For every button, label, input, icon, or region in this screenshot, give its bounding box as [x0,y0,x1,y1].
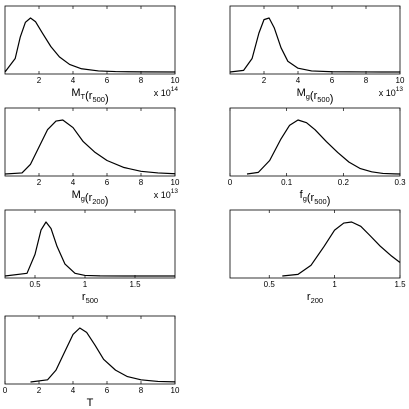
x-tick-label-MT-1: 4 [71,76,76,85]
x-tick-label-MT-2: 6 [105,76,110,85]
x-tick-label-Mg200-1: 4 [71,178,76,187]
x-tick-label-fg500-0: 0 [228,178,233,187]
x-tick-label-Mg500-4: 10 [396,76,405,85]
x-tick-label-Mg200-3: 8 [139,178,144,187]
plot-frame-T [4,315,176,385]
x-tick-label-Mg500-1: 4 [296,76,301,85]
x-tick-label-T-1: 2 [37,386,42,395]
x-axis-label-r200: r200 [307,291,323,305]
plot-frame-fg500 [229,107,401,177]
x-tick-label-Mg500-2: 6 [330,76,335,85]
x-tick-label-Mg500-3: 8 [364,76,369,85]
x-tick-label-Mg200-2: 6 [105,178,110,187]
panel-Mg500: 2 4 6 8 10 Mg(r500) x 1013 [229,5,405,105]
x-multiplier-Mg200: x 1013 [154,188,179,200]
x-axis-label-Mg500: Mg(r500) [297,87,334,105]
x-tick-label-T-3: 6 [105,386,110,395]
x-tick-label-T-2: 4 [71,386,76,395]
plot-frame-r500 [4,209,176,279]
x-axis-label-r500: r500 [82,291,98,305]
x-tick-label-r200-2: 1.5 [394,280,406,289]
x-tick-label-T-4: 8 [139,386,144,395]
x-tick-label-Mg500-0: 2 [262,76,267,85]
panel-r500: 0.5 1 1.5 r500 [4,209,176,305]
panel-fg500: 0 0.1 0.2 0.3 fg(r500) [228,107,406,207]
x-multiplier-MT: x 1014 [154,86,179,98]
x-axis-label-MT: MT(r500) [71,87,108,105]
x-axis-label-Mg200: Mg(r200) [72,189,109,207]
panel-r200: 0.5 1 1.5 r200 [229,209,406,305]
x-tick-label-MT-0: 2 [37,76,42,85]
x-tick-label-r500-0: 0.5 [29,280,41,289]
x-axis-label-T: T [87,397,94,409]
panel-Mg200: 2 4 6 8 10 Mg(r200) x 1013 [4,107,180,207]
x-tick-label-fg500-2: 0.2 [338,178,350,187]
x-tick-label-r500-2: 1.5 [129,280,141,289]
x-tick-label-T-0: 0 [3,386,8,395]
panel-MT: 2 4 6 8 10 MT(r500) x 1014 [4,5,180,105]
x-tick-label-T-5: 10 [171,386,180,395]
plot-frame-Mg500 [229,5,401,75]
x-tick-label-r200-1: 1 [332,280,337,289]
series-line-T [30,327,176,383]
x-tick-label-fg500-1: 0.1 [281,178,293,187]
x-tick-label-r200-0: 0.5 [264,280,276,289]
series-line-Mg500 [229,17,401,73]
x-multiplier-Mg500: x 1013 [379,86,404,98]
x-tick-label-MT-4: 10 [171,76,180,85]
panel-T: 0 2 4 6 8 10 T [3,315,180,409]
plot-frame-Mg200 [4,107,176,177]
plot-frame-MT [4,5,176,75]
x-tick-label-Mg200-0: 2 [37,178,42,187]
series-line-r500 [4,221,175,277]
series-line-Mg200 [4,119,176,175]
x-tick-label-fg500-3: 0.3 [394,178,406,187]
x-tick-label-r500-1: 1 [83,280,88,289]
x-tick-label-Mg200-4: 10 [171,178,180,187]
series-line-r200 [282,221,401,277]
series-line-fg500 [246,119,401,175]
x-tick-label-MT-3: 8 [139,76,144,85]
plot-frame-r200 [229,209,401,279]
series-line-MT [4,17,176,73]
x-axis-label-fg500: fg(r500) [300,189,331,207]
